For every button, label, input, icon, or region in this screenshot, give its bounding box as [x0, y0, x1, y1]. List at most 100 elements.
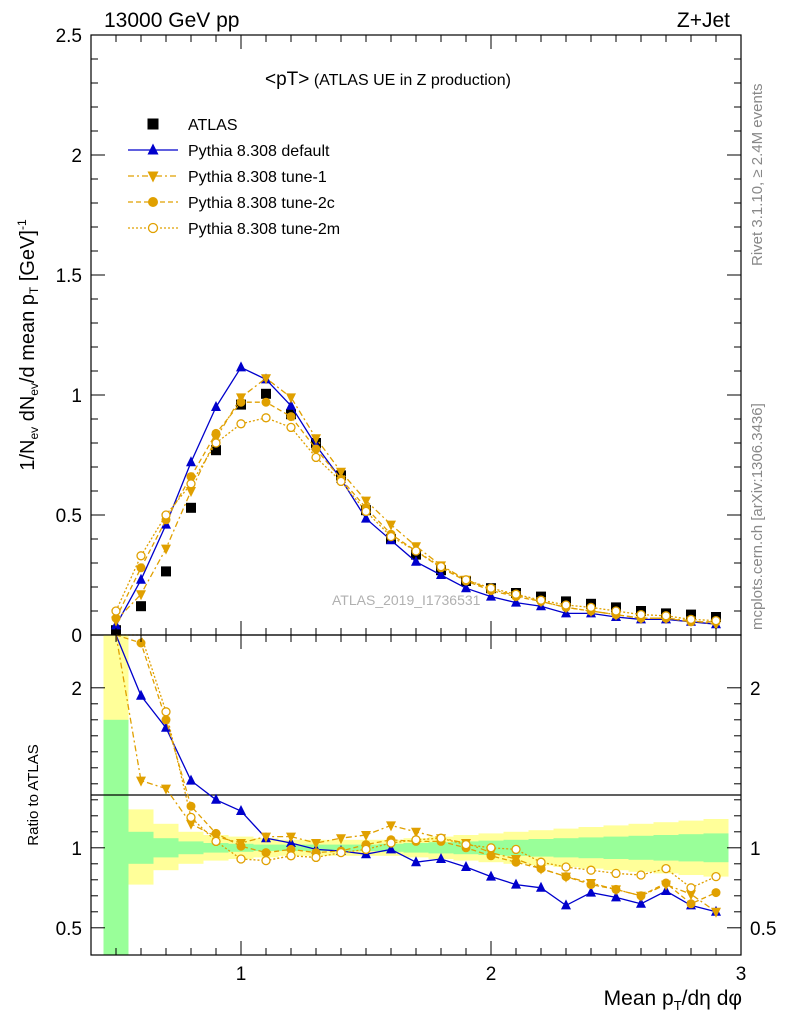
legend-label: ATLAS	[188, 117, 238, 134]
main-point-atlas	[136, 601, 146, 612]
ratio-point-pythia-8-308-tune-2m	[436, 833, 446, 843]
legend-label: Pythia 8.308 tune-1	[188, 169, 327, 186]
ratio-point-pythia-8-308-tune-1	[711, 907, 721, 918]
ratio-point-pythia-8-308-default	[486, 870, 496, 881]
ratio-point-pythia-8-308-tune-2m	[186, 812, 196, 823]
ratio-point-pythia-8-308-tune-2m	[636, 870, 646, 880]
ratio-series-group	[115, 634, 721, 918]
main-point-pythia-8-308-tune-2m	[236, 419, 246, 429]
ratio-y-tick-label: 2	[71, 679, 82, 700]
ratio-point-pythia-8-308-tune-2m	[311, 852, 321, 863]
ratio-point-pythia-8-308-default	[386, 843, 396, 854]
ratio-point-pythia-8-308-tune-2c	[511, 857, 521, 867]
ratio-band-segment	[553, 838, 579, 858]
main-point-pythia-8-308-tune-1	[161, 544, 171, 555]
ratio-point-pythia-8-308-tune-1	[336, 834, 346, 845]
ratio-point-pythia-8-308-default	[511, 878, 521, 889]
ratio-point-pythia-8-308-tune-2m	[261, 855, 271, 866]
main-point-pythia-8-308-tune-2m	[486, 583, 496, 593]
legend-item-pythia-8-308-tune-2m: Pythia 8.308 tune-2m	[128, 221, 340, 238]
ratio-point-pythia-8-308-tune-2m	[686, 883, 696, 893]
ratio-point-pythia-8-308-tune-2m	[161, 707, 171, 717]
ratio-point-pythia-8-308-tune-2c	[686, 899, 696, 909]
ratio-point-pythia-8-308-tune-2c	[561, 872, 571, 882]
main-point-pythia-8-308-default	[511, 596, 521, 607]
ratio-point-pythia-8-308-tune-2c	[211, 828, 221, 838]
main-point-pythia-8-308-tune-1	[311, 434, 321, 445]
main-point-pythia-8-308-tune-2m	[511, 589, 521, 599]
ratio-point-pythia-8-308-tune-2c	[611, 884, 621, 894]
ratio-point-pythia-8-308-default	[636, 897, 646, 908]
ratio-point-pythia-8-308-tune-1	[186, 819, 196, 830]
main-point-pythia-8-308-tune-2m	[686, 614, 696, 625]
x-tick-label: 1	[236, 964, 247, 985]
main-point-pythia-8-308-tune-2m	[286, 422, 296, 433]
ratio-y-tick-label-right: 2	[750, 679, 761, 700]
ratio-series-pythia-8-308-default	[115, 634, 721, 916]
ratio-band-segment	[678, 834, 704, 862]
legend-marker	[148, 197, 158, 207]
main-point-pythia-8-308-default	[286, 399, 296, 410]
main-point-pythia-8-308-tune-2m	[186, 479, 196, 489]
main-point-pythia-8-308-tune-1	[261, 374, 271, 385]
main-point-pythia-8-308-tune-2c	[286, 412, 296, 422]
ratio-point-pythia-8-308-default	[136, 689, 146, 700]
ratio-point-pythia-8-308-tune-2m	[486, 843, 496, 853]
main-point-pythia-8-308-tune-2m	[386, 531, 396, 542]
legend-marker	[147, 143, 159, 155]
main-point-pythia-8-308-tune-2m	[611, 606, 621, 616]
ratio-band-segment	[703, 833, 729, 863]
ratio-point-pythia-8-308-tune-2c	[286, 844, 296, 854]
main-point-pythia-8-308-tune-2m	[136, 551, 146, 561]
ratio-point-pythia-8-308-tune-2m	[561, 862, 571, 872]
ratio-point-pythia-8-308-tune-1	[686, 890, 696, 901]
ratio-series-pythia-8-308-tune-2m	[116, 634, 721, 893]
main-point-pythia-8-308-default	[361, 512, 371, 523]
ratio-point-pythia-8-308-tune-1	[411, 827, 421, 838]
main-y-tick-label: 1.5	[56, 266, 82, 287]
legend-item-pythia-8-308-tune-1: Pythia 8.308 tune-1	[128, 169, 327, 186]
ratio-point-pythia-8-308-default	[236, 805, 246, 815]
ratio-band-segment	[603, 836, 629, 859]
ratio-point-pythia-8-308-tune-2c	[536, 864, 546, 874]
ratio-point-pythia-8-308-tune-2m	[461, 839, 471, 850]
ratio-point-pythia-8-308-tune-2m	[511, 844, 521, 855]
main-point-pythia-8-308-default	[486, 590, 496, 601]
ratio-point-pythia-8-308-tune-2m	[211, 836, 221, 847]
ratio-band-segment	[178, 841, 204, 855]
main-point-atlas	[686, 609, 696, 620]
main-point-pythia-8-308-tune-2m	[211, 438, 221, 448]
ratio-point-pythia-8-308-tune-2c	[236, 841, 246, 851]
main-point-pythia-8-308-default	[461, 582, 471, 593]
ratio-band-segment	[253, 844, 279, 851]
ratio-point-pythia-8-308-tune-2c	[586, 880, 596, 890]
ratio-point-pythia-8-308-tune-2m	[336, 847, 346, 858]
main-point-pythia-8-308-default	[136, 573, 146, 584]
ratio-point-pythia-8-308-tune-1	[286, 832, 296, 843]
ratio-y-axis: 0.5 0.5 1 1 2 2	[56, 679, 777, 940]
main-point-pythia-8-308-default	[436, 569, 446, 579]
ratio-point-pythia-8-308-tune-2c	[136, 638, 146, 648]
main-point-pythia-8-308-tune-1	[386, 520, 396, 531]
ratio-point-pythia-8-308-tune-1	[161, 784, 171, 795]
ratio-point-pythia-8-308-default	[211, 793, 221, 804]
main-point-pythia-8-308-tune-2c	[311, 444, 321, 454]
ratio-point-pythia-8-308-tune-2m	[661, 863, 671, 874]
main-y-tick-label: 0.5	[56, 506, 82, 527]
main-point-atlas	[161, 566, 171, 577]
main-point-pythia-8-308-tune-2m	[586, 602, 596, 613]
ratio-point-pythia-8-308-tune-2m	[536, 857, 546, 867]
ratio-point-pythia-8-308-tune-2m	[361, 844, 371, 855]
legend-label: Pythia 8.308 tune-2c	[188, 195, 335, 212]
ratio-band-segment	[403, 843, 429, 853]
main-point-pythia-8-308-default	[211, 401, 221, 411]
main-panel: ATLAS_2019_I1736531 0 0.5 1 1.5 2 2.5	[56, 26, 742, 647]
main-point-pythia-8-308-tune-2m	[411, 546, 421, 556]
main-point-pythia-8-308-tune-1	[361, 496, 371, 507]
main-series-pythia-8-308-tune-2m	[111, 413, 721, 626]
main-title: <pT> (ATLAS UE in Z production)	[265, 69, 511, 90]
main-y-tick-label: 2	[71, 146, 82, 167]
ratio-band-segment	[653, 835, 679, 861]
legend: ATLAS Pythia 8.308 default Pythia 8.308 tu…	[128, 117, 340, 238]
